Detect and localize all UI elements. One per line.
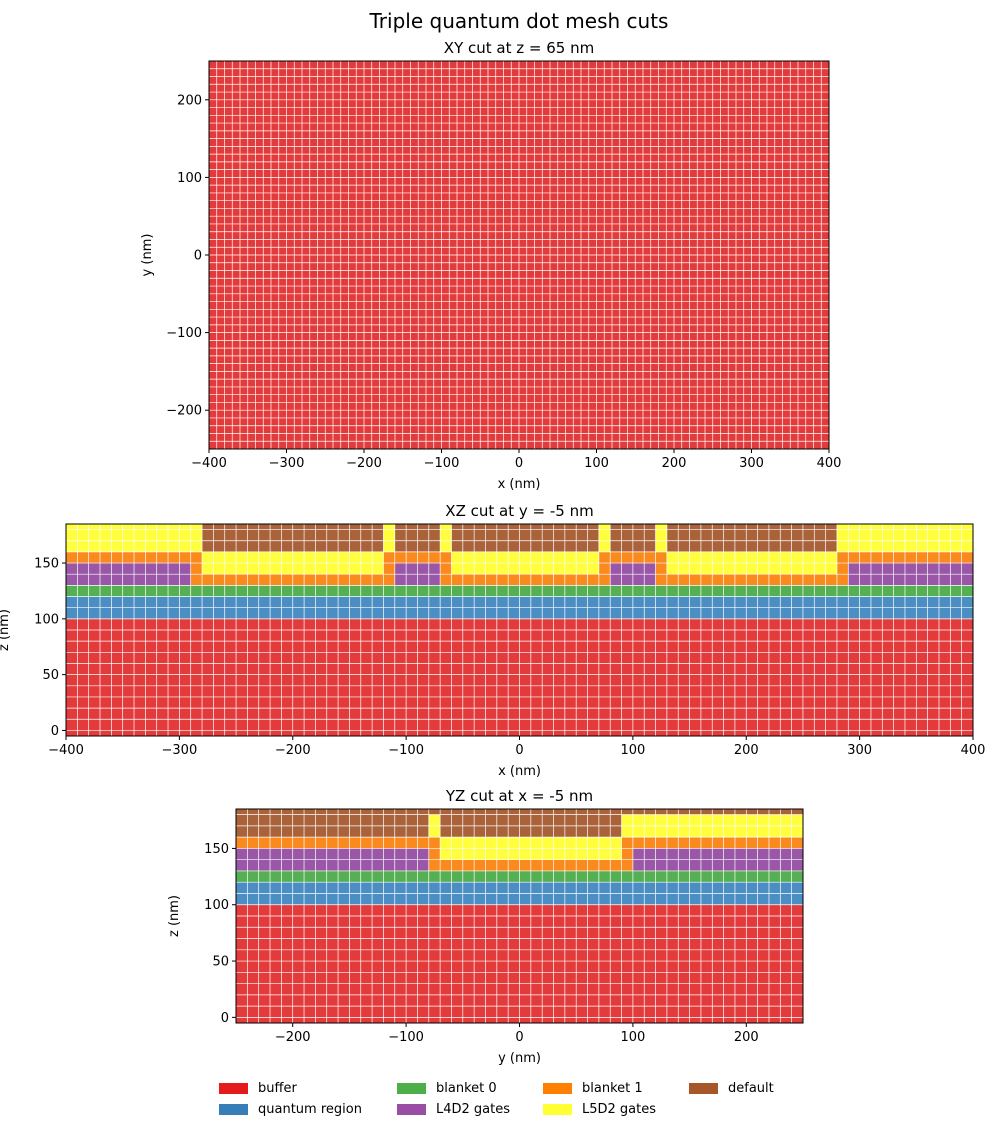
x-tick-label: −300	[162, 743, 198, 758]
x-tick-label: 0	[515, 456, 523, 471]
y-tick-label: 200	[177, 93, 202, 108]
x-tick-label: 200	[734, 743, 759, 758]
x-tick-label: 400	[961, 743, 986, 758]
x-tick-label: −400	[191, 456, 227, 471]
x-tick-label: 100	[584, 456, 609, 471]
x-tick-label: 200	[662, 456, 687, 471]
y-tick-label: −200	[166, 404, 202, 419]
x-tick-label: 0	[515, 1030, 523, 1045]
y-tick-label: 100	[204, 898, 229, 913]
panel-title-xy: XY cut at z = 65 nm	[444, 39, 594, 57]
legend-label-l5d2-gates: L5D2 gates	[582, 1101, 657, 1117]
legend-swatch-buffer	[219, 1082, 248, 1094]
y-tick-label: 50	[212, 955, 229, 970]
y-axis-label-xz: z (nm)	[0, 609, 12, 651]
x-tick-label: −400	[48, 743, 84, 758]
legend-label-blanket-1: blanket 1	[582, 1080, 643, 1096]
legend-swatch-quantum-region	[219, 1103, 248, 1115]
legend-swatch-blanket-0	[397, 1082, 426, 1094]
panel-xz: −400 −300 −200 −100 0 100 200 300 400 0 50 100 150 XZ…	[0, 502, 985, 779]
x-tick-label: −100	[388, 743, 424, 758]
panel-title-yz: YZ cut at x = -5 nm	[445, 787, 593, 805]
region-default-11	[428, 809, 441, 815]
panel-title-xz: XZ cut at y = -5 nm	[445, 502, 593, 520]
y-tick-label: 0	[51, 724, 59, 739]
figure-title: Triple quantum dot mesh cuts	[369, 9, 669, 33]
x-tick-label: 200	[734, 1030, 759, 1045]
panel-yz: −200 −100 0 100 200 0 50 100 150 YZ cut at x = -5…	[167, 787, 804, 1066]
y-axis-label-xy: y (nm)	[140, 234, 155, 277]
legend-swatch-l5d2-gates	[543, 1103, 572, 1115]
y-axis-label-yz: z (nm)	[167, 895, 182, 937]
y-tick-label: 100	[177, 171, 202, 186]
y-tick-label: −100	[166, 326, 202, 341]
y-tick-label: 0	[194, 249, 202, 264]
mesh-grid-xz	[65, 524, 974, 736]
y-tick-label: 100	[34, 612, 59, 627]
region-default-14	[451, 524, 599, 552]
y-tick-label: 150	[204, 842, 229, 857]
legend-label-default: default	[728, 1080, 774, 1096]
x-tick-label: 300	[739, 456, 764, 471]
x-tick-label: −100	[424, 456, 460, 471]
x-tick-label: −100	[388, 1030, 424, 1045]
legend-item-default: default	[689, 1080, 774, 1096]
legend-swatch-default	[689, 1082, 718, 1094]
y-tick-label: 0	[221, 1011, 229, 1026]
x-tick-label: −300	[269, 456, 305, 471]
x-axis-label-xy: x (nm)	[498, 477, 541, 492]
legend-label-l4d2-gates: L4D2 gates	[436, 1101, 511, 1117]
mesh-grid-xy	[208, 60, 830, 450]
x-tick-label: −200	[275, 743, 311, 758]
x-tick-label: 300	[847, 743, 872, 758]
region-default-9	[236, 809, 429, 838]
panel-xy: −400 −300 −200 −100 0 100 200 300 400 −200 −100 0 10…	[140, 39, 841, 492]
x-tick-label: 400	[817, 456, 842, 471]
legend-item-quantum-region: quantum region	[219, 1101, 362, 1117]
legend-swatch-blanket-1	[543, 1082, 572, 1094]
legend-label-blanket-0: blanket 0	[436, 1080, 497, 1096]
x-tick-label: −200	[275, 1030, 311, 1045]
y-tick-label: 150	[34, 557, 59, 572]
y-tick-label: 50	[42, 668, 59, 683]
legend-item-blanket-1: blanket 1	[543, 1080, 643, 1096]
x-axis-label-xz: x (nm)	[498, 764, 541, 779]
legend-item-l5d2-gates: L5D2 gates	[543, 1101, 656, 1117]
legend-item-l4d2-gates: L4D2 gates	[397, 1101, 510, 1117]
region-default-16	[666, 524, 837, 552]
legend-label-quantum-region: quantum region	[258, 1101, 362, 1117]
legend-label-buffer: buffer	[258, 1080, 297, 1096]
x-tick-label: 100	[620, 743, 645, 758]
x-tick-label: 100	[620, 1030, 645, 1045]
legend-swatch-l4d2-gates	[397, 1103, 426, 1115]
x-tick-label: 0	[515, 743, 523, 758]
legend-item-blanket-0: blanket 0	[397, 1080, 497, 1096]
legend: buffer quantum region blanket 0 L4D2 gat…	[219, 1078, 779, 1118]
x-axis-label-yz: y (nm)	[498, 1051, 541, 1066]
x-tick-label: −200	[346, 456, 382, 471]
legend-item-buffer: buffer	[219, 1080, 297, 1096]
